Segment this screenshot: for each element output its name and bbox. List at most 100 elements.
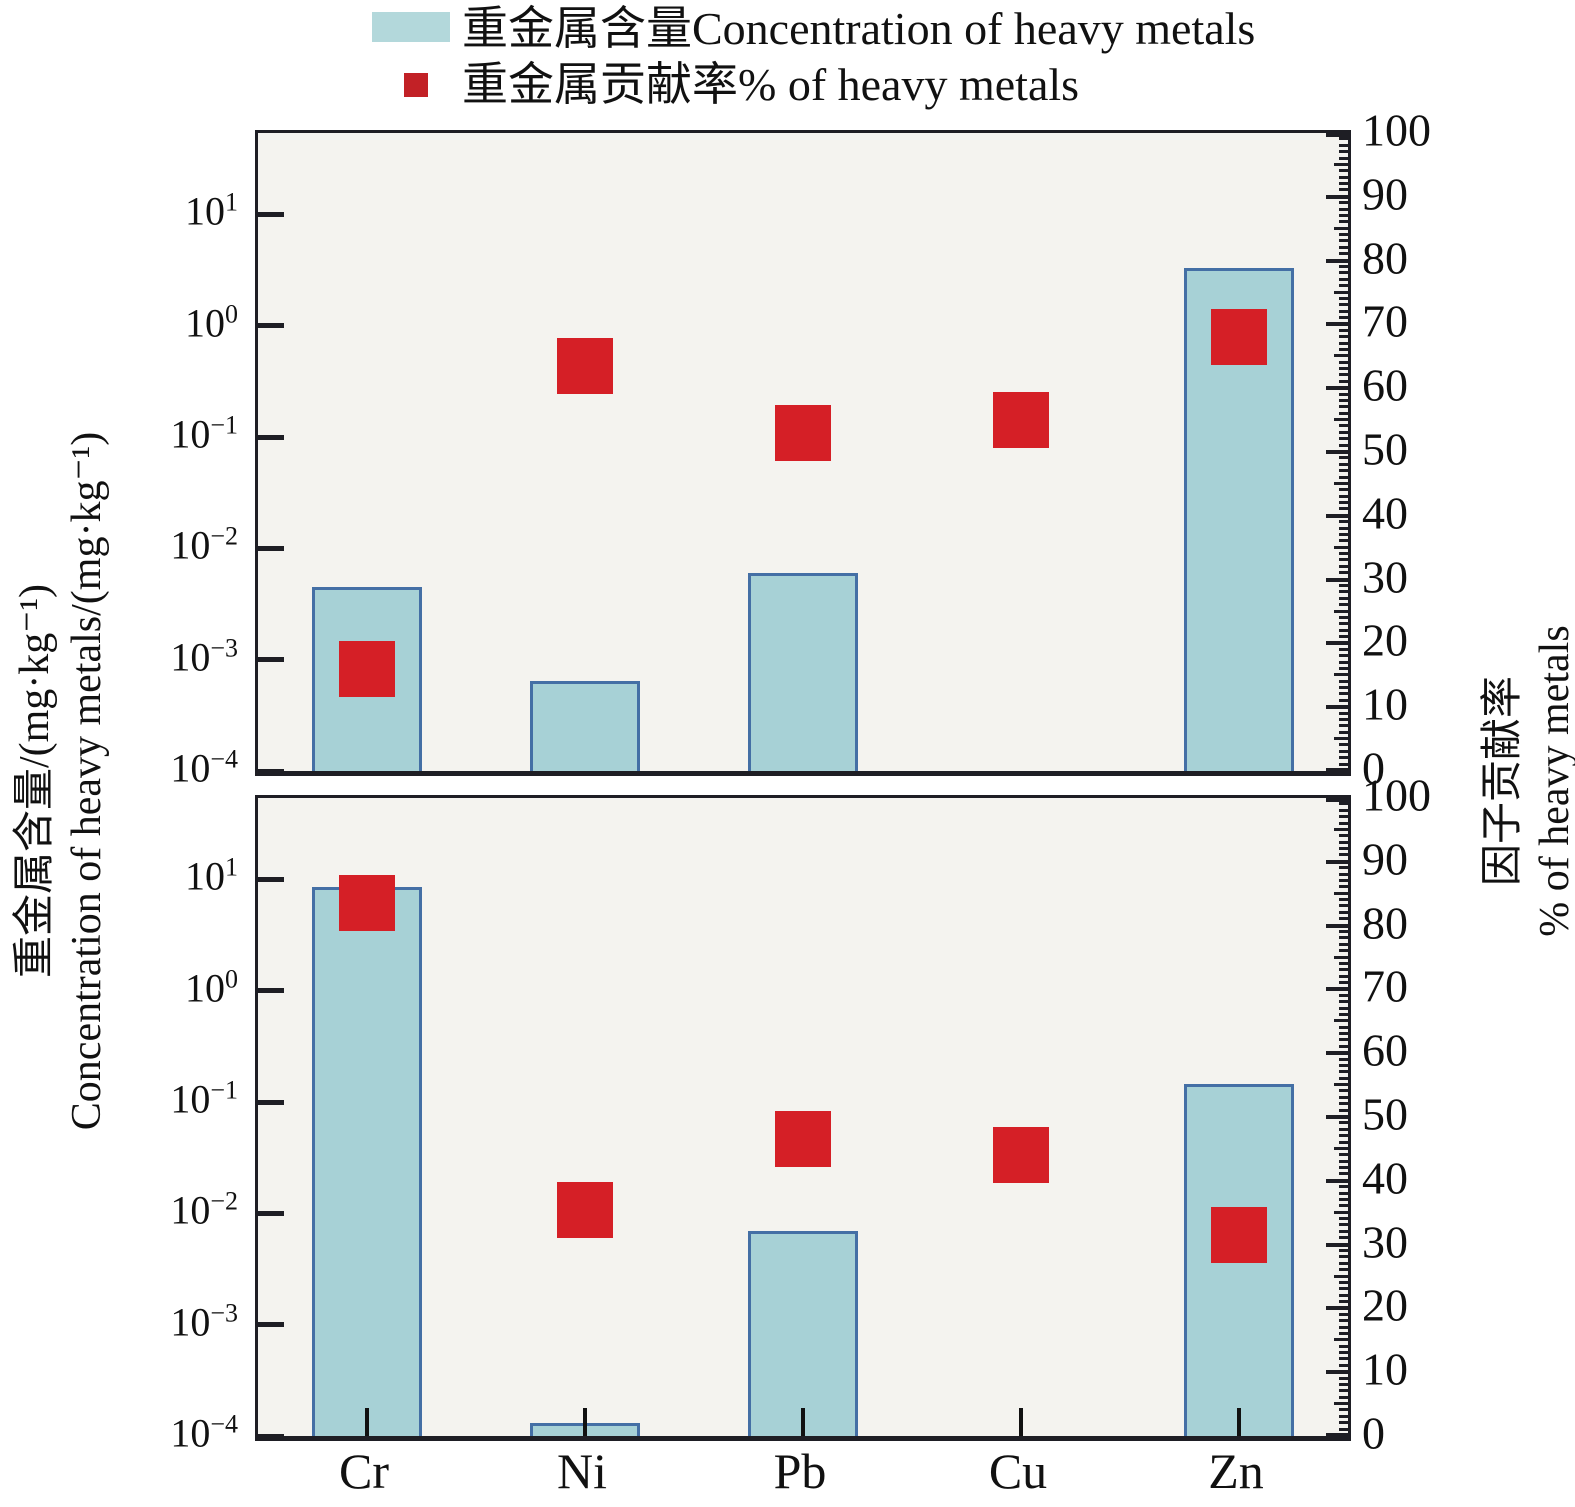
right-axis-tick — [1339, 1057, 1348, 1061]
right-axis-tick — [1339, 1280, 1348, 1284]
right-axis-tick — [1339, 961, 1348, 965]
right-axis-tick-label: 50 — [1362, 1088, 1408, 1140]
right-axis-tick — [1339, 405, 1348, 409]
left-axis-tick — [258, 211, 284, 217]
right-axis-tick — [1326, 322, 1348, 327]
right-axis-tick — [1339, 201, 1348, 205]
right-axis-tick — [1339, 1408, 1348, 1412]
legend-label-concentration: 重金属含量Concentration of heavy metals — [462, 3, 1256, 54]
right-axis-tick — [1339, 1414, 1348, 1418]
left-axis-tick-label: 100 — [185, 299, 238, 346]
right-axis-tick — [1339, 904, 1348, 908]
percent-marker-Ni — [557, 1181, 613, 1238]
right-axis-tick — [1334, 1146, 1348, 1150]
left-axis-tick-label: 10−1 — [170, 410, 238, 457]
right-axis-tick — [1339, 936, 1348, 940]
right-axis-tick — [1339, 1421, 1348, 1425]
right-axis-tick — [1339, 424, 1348, 428]
right-axis-tick — [1334, 545, 1348, 549]
right-axis-tick — [1339, 507, 1348, 511]
right-axis-tick — [1339, 1108, 1348, 1112]
right-axis-tick — [1339, 520, 1348, 524]
right-axis-tick — [1334, 1083, 1348, 1087]
right-axis-tick — [1334, 609, 1348, 613]
right-axis-tick — [1339, 1076, 1348, 1080]
right-axis-tick-label: 100 — [1362, 104, 1431, 156]
right-axis-tick — [1334, 290, 1348, 294]
left-axis-tick — [258, 1322, 284, 1328]
right-axis-tick — [1339, 1134, 1348, 1138]
right-axis-tick — [1339, 917, 1348, 921]
right-axis-tick — [1339, 1102, 1348, 1106]
left-axis-tick-label: 10−1 — [170, 1075, 238, 1122]
right-axis-tick — [1339, 802, 1348, 806]
right-axis-tick — [1339, 207, 1348, 211]
right-axis-tick — [1339, 360, 1348, 364]
percent-marker-Cr — [339, 875, 395, 932]
right-axis-tick — [1339, 552, 1348, 556]
right-axis-tick — [1339, 335, 1348, 339]
right-axis-tick — [1339, 898, 1348, 902]
right-axis-tick — [1339, 1063, 1348, 1067]
right-axis-tick — [1339, 1217, 1348, 1221]
right-axis-tick — [1339, 1363, 1348, 1367]
legend-square-swatch — [404, 73, 428, 97]
right-axis-tick — [1339, 942, 1348, 946]
percent-marker-Pb — [775, 1111, 831, 1168]
right-axis-tick — [1326, 577, 1348, 582]
right-axis-tick — [1339, 1012, 1348, 1016]
right-axis-tick — [1339, 1261, 1348, 1265]
percent-marker-Ni — [557, 337, 613, 394]
right-axis-tick — [1326, 1433, 1348, 1437]
right-axis-tick — [1339, 872, 1348, 876]
right-axis-tick — [1339, 1172, 1348, 1176]
right-axis-tick — [1326, 133, 1348, 137]
x-category-label-Pb: Pb — [773, 1443, 827, 1499]
right-axis-tick — [1339, 1038, 1348, 1042]
right-axis-tick — [1334, 226, 1348, 230]
right-axis-tick — [1339, 347, 1348, 351]
right-axis-title-en: % of heavy metals — [1532, 625, 1575, 937]
right-axis-tick — [1339, 866, 1348, 870]
exponent: −4 — [210, 1409, 238, 1439]
right-axis-tick — [1326, 450, 1348, 454]
right-axis-tick — [1339, 1351, 1348, 1355]
left-axis-tick-label: 10−3 — [170, 1298, 238, 1345]
right-axis-tick — [1339, 749, 1348, 753]
left-axis-tick — [258, 876, 284, 882]
left-axis-tick — [258, 1210, 284, 1216]
right-axis-tick — [1326, 641, 1348, 646]
right-axis-tick — [1339, 252, 1348, 256]
right-axis-tick — [1339, 316, 1348, 320]
right-axis-tick — [1339, 564, 1348, 568]
right-axis-tick-label: 80 — [1362, 232, 1408, 284]
right-axis-tick — [1334, 827, 1348, 831]
right-axis-tick — [1339, 437, 1348, 441]
right-axis-tick — [1334, 891, 1348, 895]
right-axis-tick — [1339, 245, 1348, 249]
right-axis-title: 因子贡献率 % of heavy metals — [1477, 331, 1575, 1231]
right-axis-tick — [1326, 513, 1348, 518]
right-axis-tick — [1339, 756, 1348, 760]
right-axis-tick — [1339, 853, 1348, 857]
x-axis-tick-Pb — [801, 1408, 805, 1436]
right-axis-tick — [1339, 456, 1348, 460]
right-axis-tick — [1339, 993, 1348, 997]
percent-marker-Cr — [339, 640, 395, 697]
left-axis-tick-label: 101 — [185, 187, 238, 235]
right-axis-tick — [1339, 692, 1348, 696]
exponent: −3 — [210, 1298, 238, 1328]
right-axis-tick — [1326, 798, 1348, 802]
right-axis-tick — [1334, 481, 1348, 485]
right-axis-tick — [1326, 386, 1348, 391]
right-axis-tick — [1339, 878, 1348, 882]
right-axis-tick — [1339, 847, 1348, 851]
right-axis-tick — [1339, 462, 1348, 466]
right-axis-tick — [1339, 1032, 1348, 1036]
right-axis-tick-label: 10 — [1362, 678, 1408, 730]
left-axis-tick-label: 100 — [185, 964, 238, 1011]
right-axis-tick — [1339, 411, 1348, 415]
right-axis-tick — [1339, 469, 1348, 473]
exponent: 1 — [225, 187, 238, 217]
right-axis-tick-label: 60 — [1362, 359, 1408, 411]
